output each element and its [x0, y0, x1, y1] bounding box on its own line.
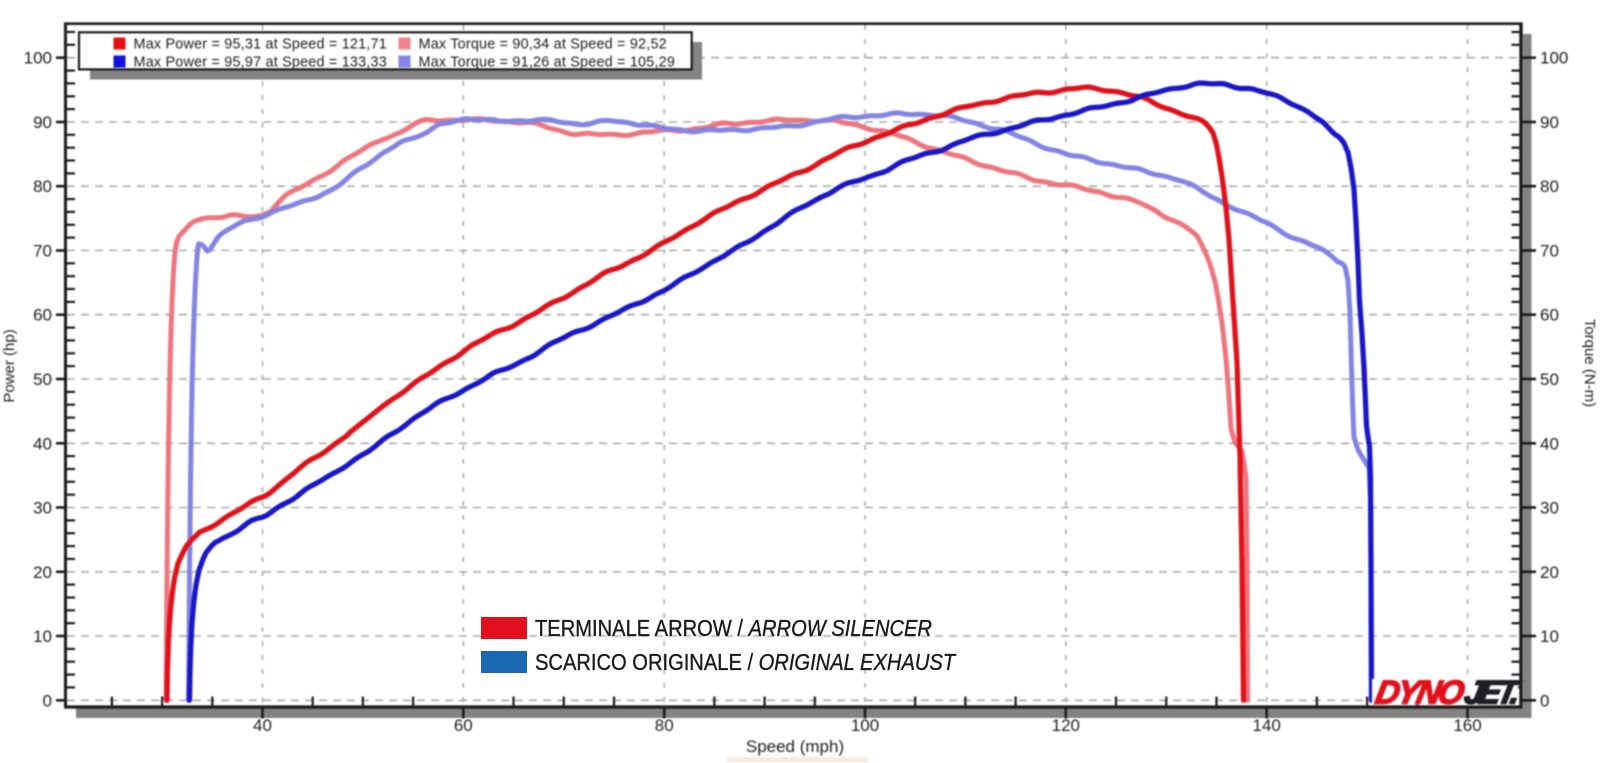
svg-text:0: 0 [1540, 691, 1549, 710]
svg-text:60: 60 [1540, 306, 1559, 325]
svg-text:Power (hp): Power (hp) [1, 329, 18, 402]
svg-text:60: 60 [454, 716, 473, 735]
svg-text:DYNO: DYNO [1372, 675, 1467, 712]
svg-text:30: 30 [33, 499, 52, 518]
svg-text:80: 80 [1540, 177, 1559, 196]
svg-text:60: 60 [33, 306, 52, 325]
svg-text:70: 70 [1540, 242, 1559, 261]
svg-text:100: 100 [851, 716, 879, 735]
svg-text:JET.: JET. [1461, 675, 1523, 712]
svg-text:70: 70 [33, 242, 52, 261]
svg-text:90: 90 [1540, 113, 1559, 132]
svg-text:40: 40 [253, 716, 272, 735]
svg-text:Max Power = 95,31 at Speed = 1: Max Power = 95,31 at Speed = 121,71 [134, 37, 387, 53]
svg-text:140: 140 [1253, 716, 1281, 735]
svg-text:Torque (N-m): Torque (N-m) [1581, 319, 1598, 407]
svg-text:50: 50 [1540, 370, 1559, 389]
svg-text:20: 20 [33, 563, 52, 582]
svg-text:40: 40 [33, 434, 52, 453]
svg-text:Speed (mph): Speed (mph) [746, 737, 844, 756]
svg-text:10: 10 [1540, 627, 1559, 646]
svg-text:80: 80 [655, 716, 674, 735]
svg-text:50: 50 [33, 370, 52, 389]
svg-text:10: 10 [33, 627, 52, 646]
svg-text:20: 20 [1540, 563, 1559, 582]
svg-text:160: 160 [1453, 716, 1481, 735]
svg-text:Max Power = 95,97 at Speed = 1: Max Power = 95,97 at Speed = 133,33 [134, 55, 387, 71]
svg-text:Max Torque = 90,34 at Speed =: Max Torque = 90,34 at Speed = 92,52 [419, 37, 667, 53]
svg-text:40: 40 [1540, 434, 1559, 453]
svg-text:100: 100 [24, 49, 52, 68]
svg-text:100: 100 [1540, 49, 1568, 68]
svg-text:90: 90 [33, 113, 52, 132]
svg-text:0: 0 [43, 691, 52, 710]
svg-text:Max Torque = 91,26 at Speed =: Max Torque = 91,26 at Speed = 105,29 [419, 55, 676, 71]
svg-text:30: 30 [1540, 499, 1559, 518]
svg-text:80: 80 [33, 177, 52, 196]
svg-text:120: 120 [1052, 716, 1080, 735]
